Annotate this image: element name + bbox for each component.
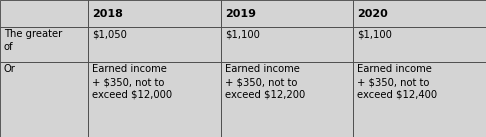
Bar xyxy=(88,27,221,62)
Text: $1,050: $1,050 xyxy=(92,29,127,39)
Text: Earned income
+ $350, not to
exceed $12,400: Earned income + $350, not to exceed $12,… xyxy=(357,64,437,100)
Text: Earned income
+ $350, not to
exceed $12,000: Earned income + $350, not to exceed $12,… xyxy=(92,64,173,100)
Text: The greater
of: The greater of xyxy=(4,29,62,52)
Bar xyxy=(88,62,221,137)
Text: $1,100: $1,100 xyxy=(225,29,260,39)
Bar xyxy=(221,62,353,137)
Bar xyxy=(221,0,353,27)
Text: Earned income
+ $350, not to
exceed $12,200: Earned income + $350, not to exceed $12,… xyxy=(225,64,305,100)
Bar xyxy=(353,27,486,62)
Bar xyxy=(353,0,486,27)
Bar xyxy=(221,27,353,62)
Text: 2018: 2018 xyxy=(92,9,123,19)
Bar xyxy=(353,62,486,137)
Bar xyxy=(88,0,221,27)
Text: 2019: 2019 xyxy=(225,9,256,19)
Text: Or: Or xyxy=(4,64,16,74)
Text: $1,100: $1,100 xyxy=(357,29,392,39)
Bar xyxy=(0,62,88,137)
Text: 2020: 2020 xyxy=(357,9,388,19)
Bar xyxy=(0,0,88,27)
Bar xyxy=(0,27,88,62)
